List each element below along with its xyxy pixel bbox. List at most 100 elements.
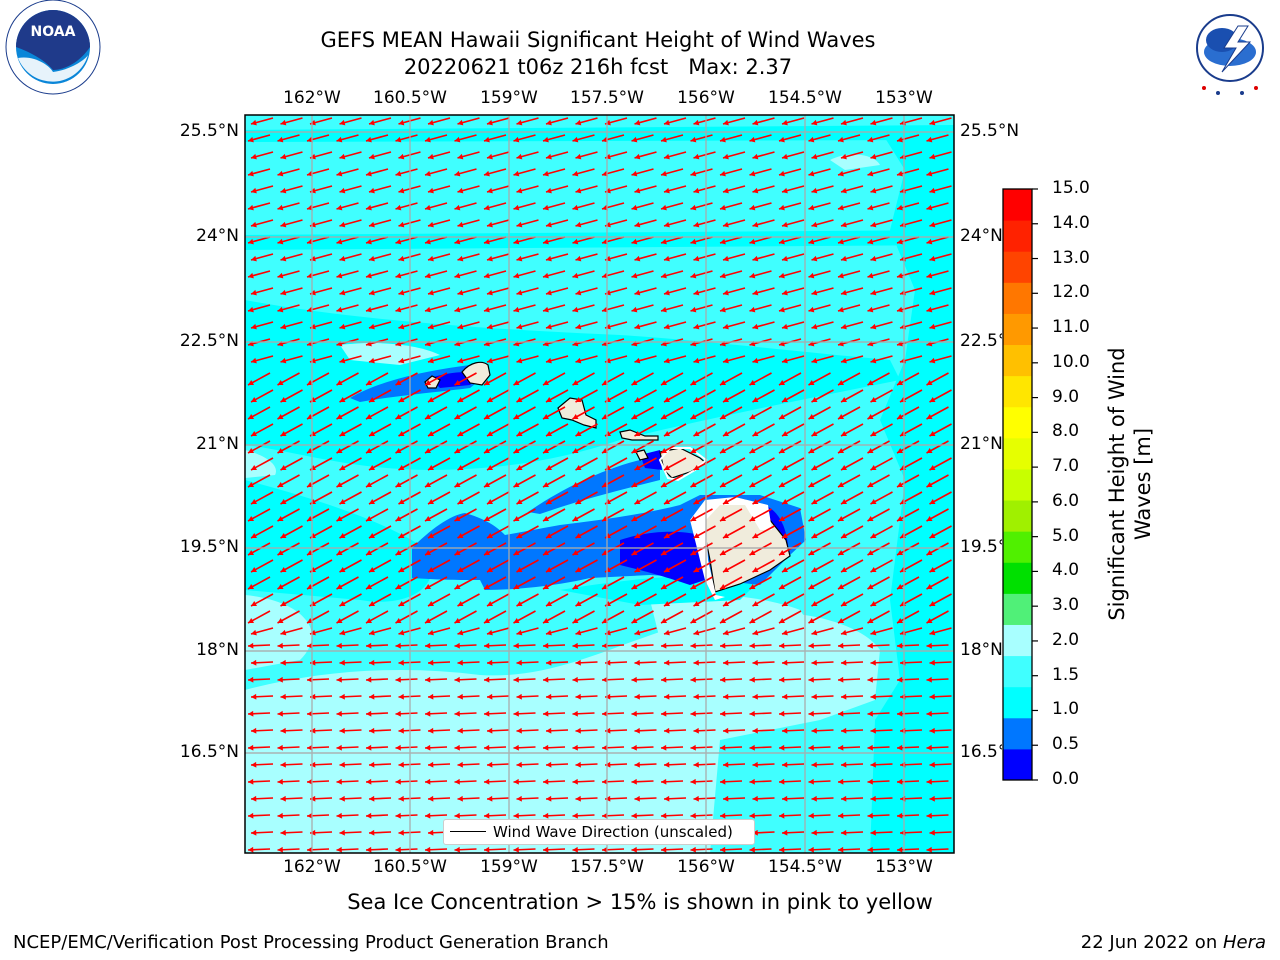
wind-arrow (660, 642, 684, 649)
colorbar-segment (1003, 437, 1032, 470)
wind-arrow (811, 287, 834, 296)
wind-arrow (634, 389, 657, 403)
wind-arrow (926, 236, 949, 245)
wind-arrow (663, 659, 687, 666)
colorbar-tick-label: 12.0 (1052, 282, 1090, 303)
wind-arrow (840, 287, 864, 296)
wind-arrow (250, 253, 274, 262)
colorbar-tick-label: 4.0 (1052, 560, 1080, 581)
wind-arrow (663, 151, 687, 160)
wind-arrow (486, 525, 510, 539)
wind-arrow (247, 846, 271, 853)
wind-arrow (896, 744, 920, 751)
wind-arrow (631, 372, 654, 386)
wind-arrow (368, 457, 392, 471)
wind-arrow (808, 610, 831, 624)
wind-arrow (778, 168, 802, 177)
wind-arrow (575, 795, 598, 802)
wind-arrow (250, 525, 274, 539)
wind-arrow (572, 676, 595, 683)
wind-arrow (424, 406, 448, 420)
wind-arrow (277, 134, 300, 143)
wind-arrow (513, 846, 536, 853)
wind-arrow (837, 710, 861, 717)
wind-arrow (486, 253, 510, 262)
wind-arrow (693, 659, 716, 666)
wind-arrow (837, 372, 861, 386)
no-data-area (658, 447, 708, 482)
wind-arrow (749, 508, 772, 522)
wind-arrow (454, 168, 477, 177)
wind-arrow (693, 559, 716, 573)
wind-arrow (542, 846, 566, 853)
wind-arrow (516, 627, 539, 636)
wind-arrow (719, 642, 743, 649)
wind-arrow (542, 676, 566, 683)
wind-arrow (837, 440, 861, 454)
wind-arrow (752, 693, 775, 700)
wind-arrow (483, 778, 507, 785)
wind-arrow (575, 117, 598, 126)
wind-arrow (840, 795, 864, 802)
wind-arrow (896, 710, 920, 717)
wind-arrow (457, 659, 480, 666)
wind-arrow (752, 117, 775, 126)
wind-arrow (486, 795, 510, 802)
wind-arrow (749, 642, 772, 649)
wind-arrow (867, 576, 890, 590)
wind-arrow (280, 559, 303, 573)
wind-arrow (427, 727, 451, 734)
wind-arrow (660, 542, 684, 556)
wind-arrow (365, 236, 389, 245)
lat-label: 25.5°N (960, 121, 1020, 141)
wind-arrow (631, 508, 654, 522)
wind-arrow (483, 676, 507, 683)
wind-arrow (336, 134, 359, 143)
wind-arrow (926, 778, 949, 785)
wind-arrow (365, 270, 389, 279)
wind-arrow (840, 355, 864, 364)
wind-arrow (660, 372, 684, 386)
lat-label: 19.5°N (179, 537, 239, 557)
colorbar-tick-label: 0.5 (1052, 734, 1080, 755)
wind-arrow (250, 287, 274, 296)
wind-arrow (395, 440, 418, 454)
wind-arrow (280, 219, 303, 228)
wind-arrow (693, 693, 716, 700)
wind-arrow (575, 253, 598, 262)
ocean-field-1-1-5 (245, 230, 954, 250)
wind-arrow (250, 659, 274, 666)
wind-arrow (545, 151, 569, 160)
wind-arrow (811, 593, 834, 607)
wind-arrow (277, 372, 300, 386)
wind-arrow (486, 761, 510, 768)
wind-arrow (867, 304, 890, 313)
wind-arrow (749, 610, 772, 624)
colorbar-segment (1003, 406, 1032, 439)
colorbar-segment (1003, 655, 1032, 688)
wind-arrow (336, 610, 359, 624)
colorbar-segment (1003, 624, 1032, 657)
chart-title: GEFS MEAN Hawaii Significant Height of W… (320, 28, 876, 52)
wind-arrow (896, 304, 920, 313)
wind-arrow (250, 593, 274, 607)
wind-arrow (424, 372, 448, 386)
wind-arrow (513, 168, 536, 177)
lat-label: 25.5°N (179, 121, 239, 141)
colorbar-tick-label: 15.0 (1052, 178, 1090, 198)
wind-arrow (601, 778, 625, 785)
wind-arrow (840, 559, 864, 573)
wind-arrow (929, 253, 952, 262)
wind-arrow (339, 829, 362, 836)
wind-arrow (634, 287, 657, 296)
wind-arrow (545, 593, 569, 607)
wind-arrow (926, 812, 949, 819)
wind-arrow (306, 744, 330, 751)
wind-arrow (663, 219, 687, 228)
wind-arrow (513, 542, 536, 556)
wind-arrow (457, 795, 480, 802)
wind-arrow (513, 778, 536, 785)
wind-arrow (427, 185, 451, 194)
wind-arrow (752, 219, 775, 228)
wind-arrow (749, 676, 772, 683)
